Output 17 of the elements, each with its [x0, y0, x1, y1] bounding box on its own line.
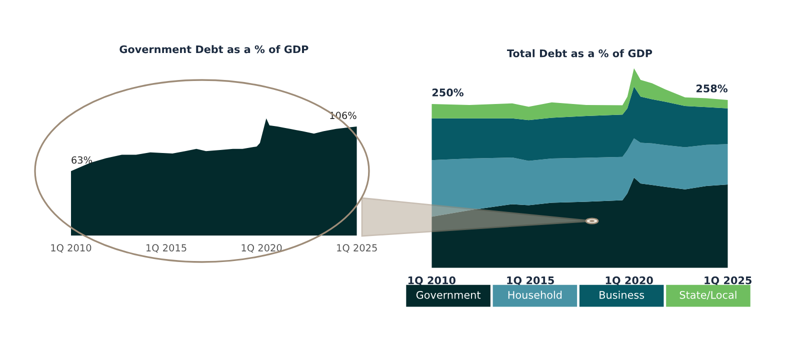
x-tick-label: 1Q 2025 [704, 276, 752, 286]
x-tick-label: 1Q 2025 [337, 244, 377, 253]
annotation: 258% [696, 84, 728, 92]
chart-title: Total Debt as a % of GDP [507, 49, 652, 58]
text: Household [508, 290, 562, 299]
x-tick-label: 1Q 2015 [507, 276, 554, 286]
x-tick-label: 1Q 2020 [606, 276, 653, 286]
x-tick-label: 1Q 2010 [408, 276, 456, 286]
x-tick-label: 1Q 2020 [242, 244, 282, 253]
annotation: 250% [432, 88, 464, 96]
text: Business [600, 290, 644, 299]
annotation: 63% [72, 156, 92, 164]
chart-title: Government Debt as a % of GDP [120, 45, 308, 54]
text: State/Local [680, 290, 736, 300]
x-tick-label: 1Q 2010 [51, 244, 92, 253]
text: Government [416, 290, 481, 299]
x-tick-label: 1Q 2015 [146, 244, 186, 253]
